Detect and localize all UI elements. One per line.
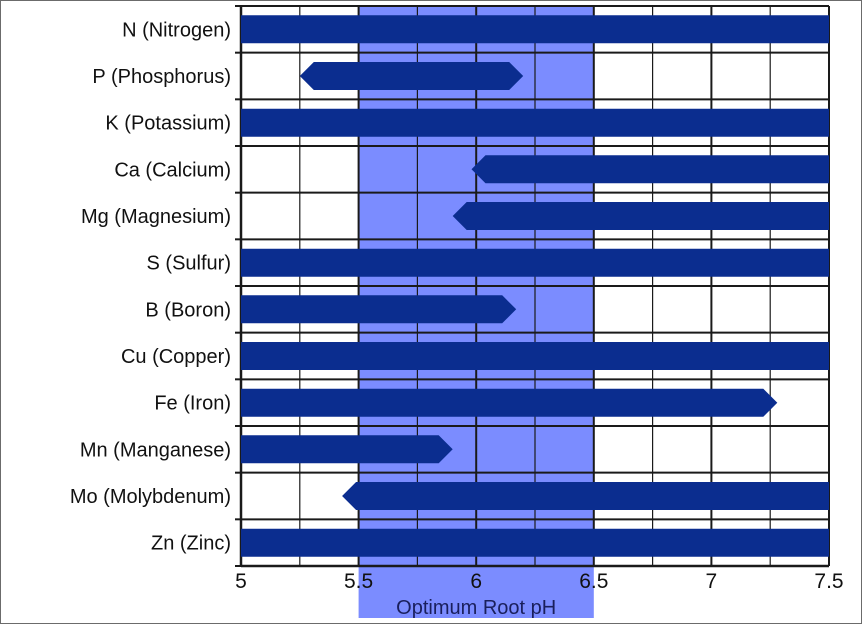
bar-fe <box>241 388 778 417</box>
x-tick-label: 5 <box>235 570 247 593</box>
y-category-label: K (Potassium) <box>105 113 231 135</box>
bar-mo <box>342 482 829 510</box>
x-tick-label: 6.5 <box>579 570 608 593</box>
bar-mg <box>452 202 829 230</box>
y-category-label: Mg (Magnesium) <box>81 206 231 228</box>
y-category-label: N (Nitrogen) <box>122 19 231 41</box>
bar-p <box>299 62 524 90</box>
x-tick-label: 7 <box>706 570 718 593</box>
bar-n <box>241 15 829 44</box>
x-tick-label: 5.5 <box>344 570 373 593</box>
bar-k <box>241 108 829 137</box>
y-category-label: Cu (Copper) <box>121 346 231 368</box>
bar-ca <box>471 155 829 184</box>
bar-s <box>241 248 829 277</box>
y-category-label: Mn (Manganese) <box>80 439 231 461</box>
x-tick-label: 7.5 <box>814 570 843 593</box>
optimum-band-label: Optimum Root pH <box>396 597 556 619</box>
bar-cu <box>241 342 829 370</box>
y-category-label: Mo (Molybdenum) <box>70 486 231 508</box>
y-category-label: P (Phosphorus) <box>92 66 231 88</box>
x-tick-label: 6 <box>470 570 482 593</box>
bar-b <box>241 295 517 324</box>
y-category-label: Ca (Calcium) <box>114 159 231 181</box>
bar-zn <box>241 528 829 557</box>
y-category-label: Fe (Iron) <box>154 393 231 415</box>
y-category-label: Zn (Zinc) <box>151 533 231 555</box>
y-category-label: B (Boron) <box>145 299 231 321</box>
bar-mn <box>241 435 453 464</box>
y-category-label: S (Sulfur) <box>147 253 231 275</box>
